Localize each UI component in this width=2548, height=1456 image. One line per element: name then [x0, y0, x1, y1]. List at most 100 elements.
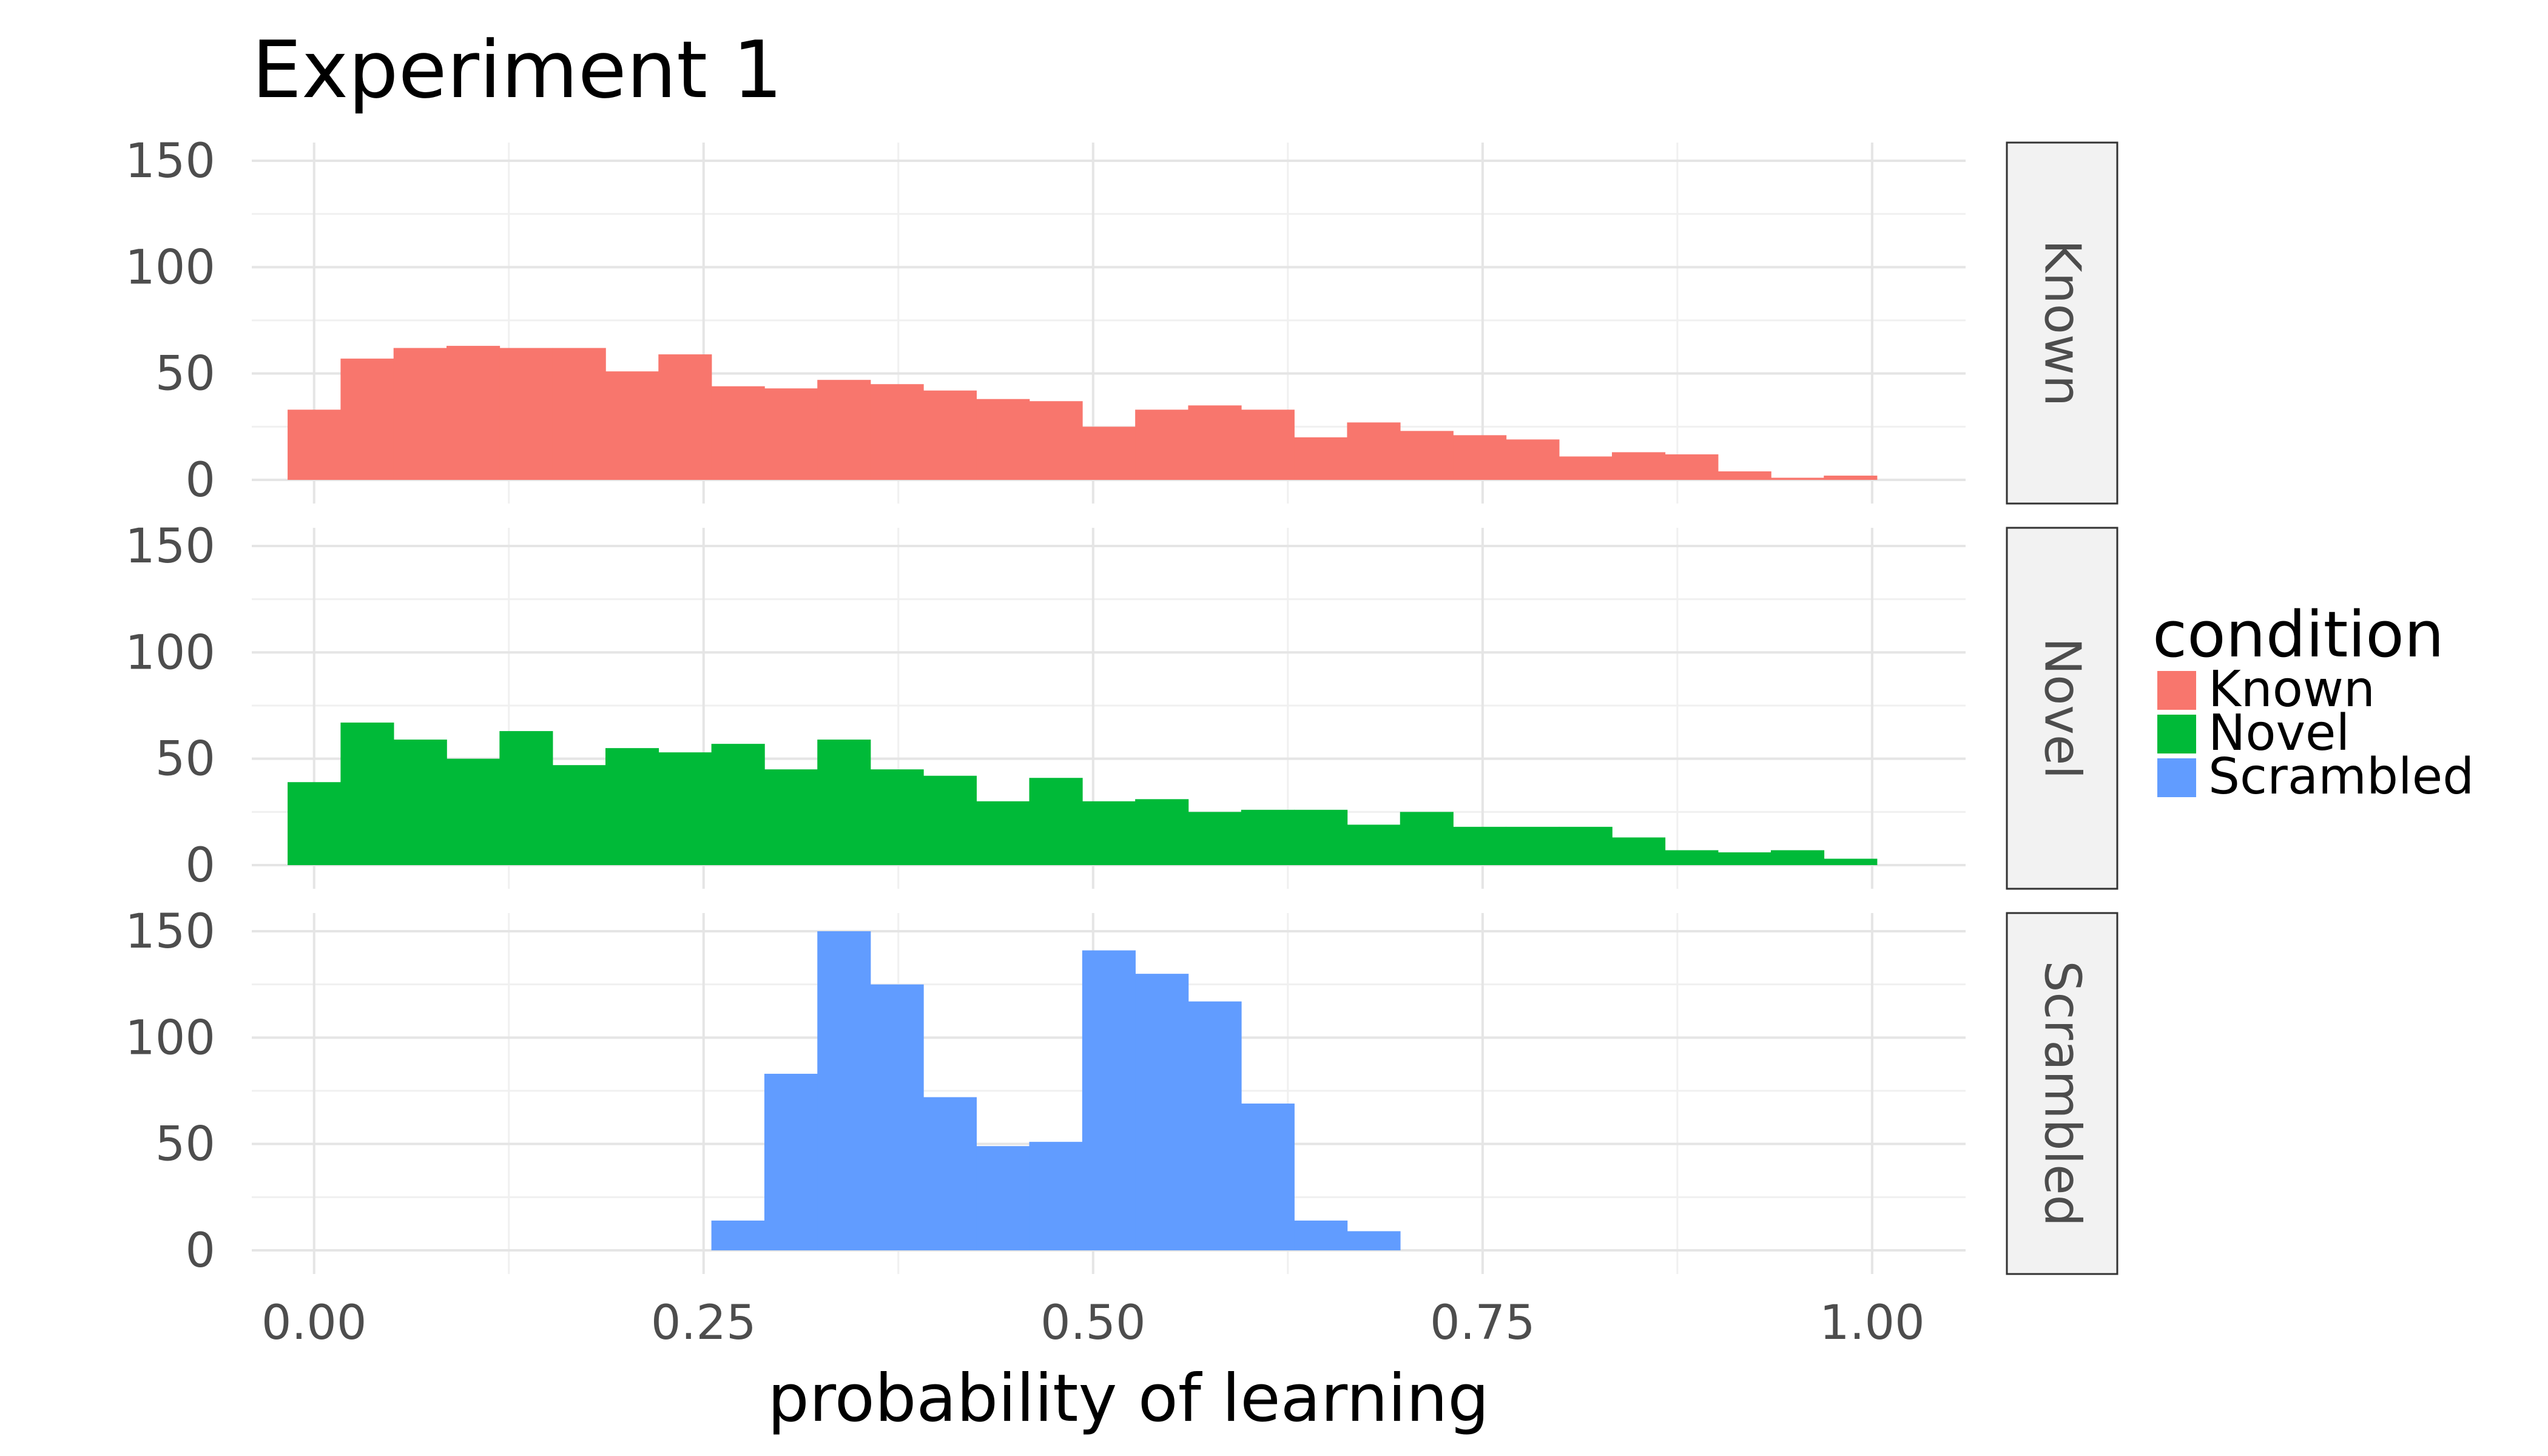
histogram-bar [605, 748, 659, 865]
facet-strip [2006, 141, 2118, 505]
x-tick-label: 0.50 [1040, 1296, 1146, 1350]
x-tick-label: 0.00 [261, 1296, 367, 1350]
histogram-bar [817, 931, 871, 1250]
y-tick-label: 150 [125, 134, 215, 189]
facet-strip [2006, 912, 2118, 1275]
histogram-bar [393, 740, 447, 865]
x-tick-label: 1.00 [1819, 1296, 1925, 1350]
histogram-bar [976, 399, 1030, 480]
panel-scrambled: 0 50 100 150 Scrambled [125, 905, 2118, 1278]
panel-known: 0 50 100 150 Known [125, 134, 2118, 508]
histogram-bar [447, 346, 500, 480]
y-tick-label: 150 [125, 905, 215, 959]
histogram-bar [923, 1097, 977, 1250]
facet-panels: 0 50 100 150 Known 0 50 100 150 Novel 0 50 100 150 Scr… [125, 134, 2118, 1278]
histogram-bar [1029, 401, 1083, 480]
histogram-bar [923, 775, 977, 865]
histogram-bar [1400, 431, 1454, 480]
histogram-bar [1135, 974, 1189, 1250]
histogram-bar [447, 758, 500, 865]
histogram-bar [1188, 812, 1242, 865]
y-tick-label: 50 [155, 732, 215, 787]
x-axis: 0.00 0.25 0.50 0.75 1.00 [261, 1296, 1925, 1350]
facet-strip-label: Novel [2034, 638, 2091, 779]
x-axis-label: probability of learning [767, 1361, 1489, 1437]
histogram-bar [1824, 858, 1878, 865]
y-tick-label: 100 [125, 625, 215, 680]
histogram-bar [393, 348, 447, 480]
histogram-bar [1188, 1001, 1242, 1250]
histogram-bar [1770, 850, 1825, 865]
histogram-bar [1135, 799, 1189, 865]
histogram-bar [658, 354, 712, 480]
y-tick-label: 0 [185, 838, 215, 893]
histogram-bar [1188, 405, 1242, 480]
histogram-bar [552, 348, 606, 480]
bars-known [288, 346, 1878, 480]
histogram-bar [1082, 801, 1136, 865]
y-tick-label: 0 [185, 453, 215, 508]
legend-key-novel [2157, 715, 2196, 753]
y-tick-label: 100 [125, 1011, 215, 1065]
histogram-bar [870, 984, 924, 1250]
histogram-bar [499, 731, 553, 865]
histogram-bar [340, 359, 394, 480]
histogram-bar [1294, 437, 1348, 480]
histogram-bar [340, 723, 394, 865]
histogram-bar [1029, 1142, 1083, 1250]
histogram-bar [499, 348, 553, 480]
x-tick-label: 0.25 [651, 1296, 757, 1350]
histogram-bar [1506, 439, 1560, 480]
histogram-bar [1717, 471, 1771, 480]
histogram-bar [1453, 826, 1507, 865]
y-tick-label: 50 [155, 347, 215, 402]
histogram-bar [1241, 809, 1295, 865]
histogram-bar [1294, 1220, 1348, 1250]
histogram-bar [1082, 950, 1136, 1250]
histogram-bar [1135, 410, 1189, 480]
histogram-bar [711, 386, 765, 480]
facet-strip-label: Known [2034, 240, 2091, 406]
histogram-bar [552, 765, 606, 865]
histogram-bar [711, 744, 765, 865]
legend-label: Scrambled [2208, 748, 2474, 806]
histogram-bar [1665, 454, 1719, 480]
histogram-bar [1717, 852, 1771, 865]
legend-title: condition [2152, 598, 2444, 672]
histogram-bar [1559, 826, 1613, 865]
histogram-bar [1347, 422, 1401, 480]
histogram-bar [1824, 475, 1878, 480]
histogram-bar [1241, 1104, 1295, 1250]
histogram-bar [764, 1073, 818, 1250]
histogram-bar [1082, 426, 1136, 480]
legend-key-known [2157, 671, 2196, 710]
histogram-bar [764, 769, 818, 865]
histogram-bar [817, 740, 871, 865]
facet-strip-label: Scrambled [2034, 960, 2091, 1226]
histogram-bar [288, 782, 342, 865]
bars-novel [288, 723, 1878, 865]
histogram-bar [1770, 477, 1825, 480]
chart-title: Experiment 1 [252, 24, 783, 116]
histogram-bar [870, 769, 924, 865]
x-tick-label: 0.75 [1430, 1296, 1535, 1350]
histogram-bar [1506, 826, 1560, 865]
facet-strip [2006, 527, 2118, 890]
y-tick-label: 0 [185, 1224, 215, 1278]
histogram-bar [1453, 435, 1507, 480]
histogram-bar [1612, 837, 1666, 865]
histogram-bar [658, 752, 712, 865]
histogram-bar [870, 384, 924, 480]
y-tick-label: 150 [125, 519, 215, 574]
y-tick-label: 100 [125, 240, 215, 295]
histogram-bar [605, 371, 659, 480]
histogram-bar [1347, 1231, 1401, 1250]
histogram-bar [1400, 812, 1454, 865]
histogram-bar [764, 388, 818, 480]
histogram-bar [711, 1220, 765, 1250]
histogram-bar [1029, 778, 1083, 865]
histogram-bar [1294, 809, 1348, 865]
